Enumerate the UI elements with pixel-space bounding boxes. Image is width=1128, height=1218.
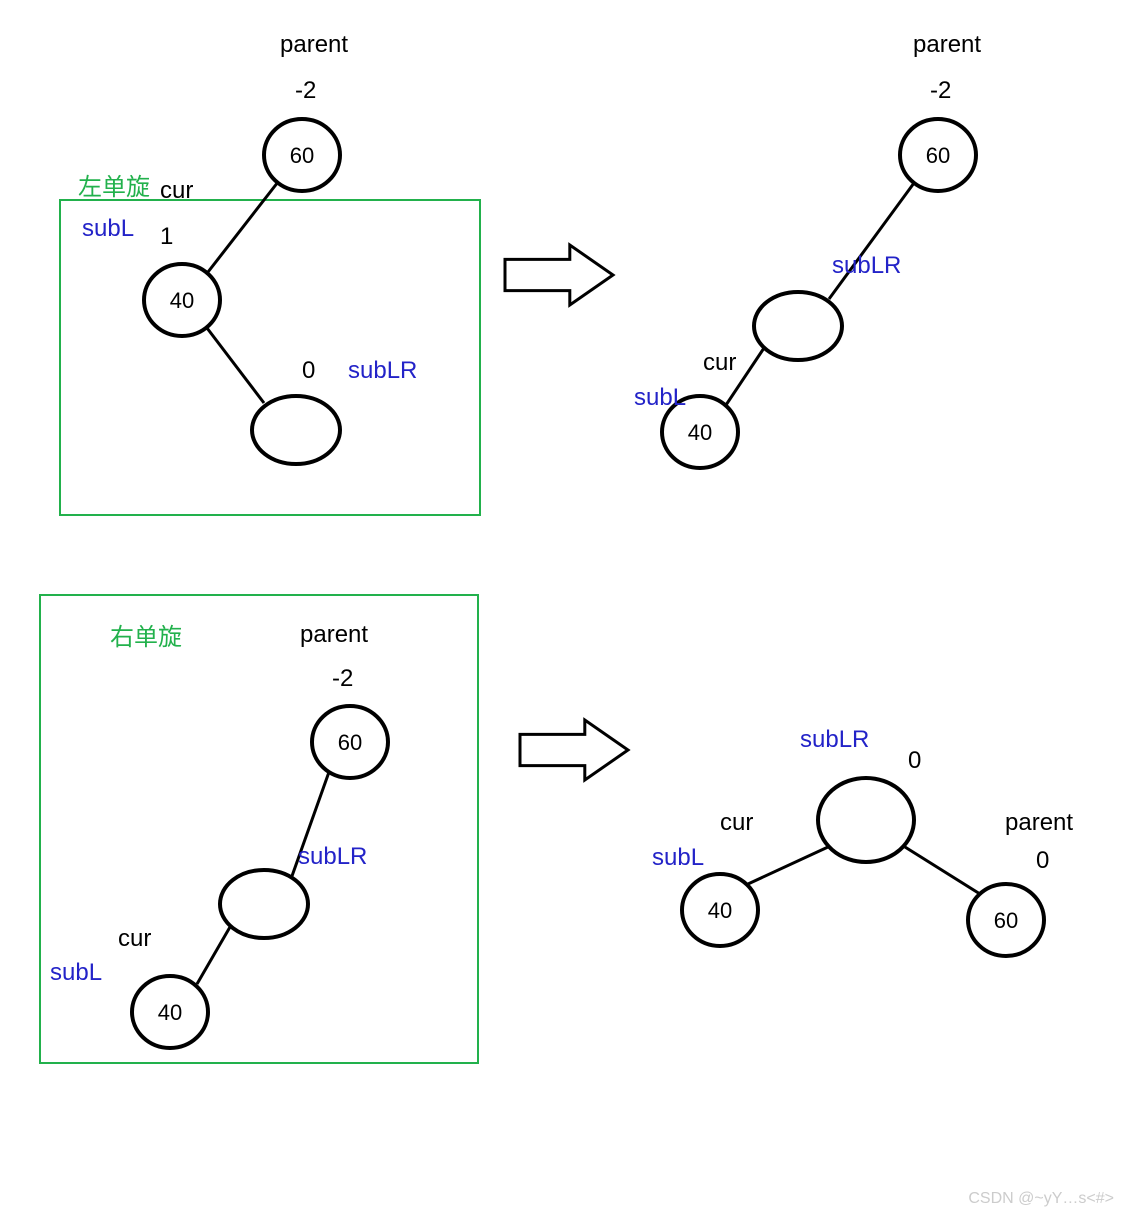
node-label: -2 <box>295 77 316 104</box>
node-label: subLR <box>832 252 901 279</box>
node-value: 60 <box>338 730 362 755</box>
node-label: 1 <box>160 223 173 250</box>
node-label: parent <box>913 31 981 58</box>
node-label: subL <box>652 844 704 871</box>
tree-edge <box>208 182 278 272</box>
rotation-title: 左单旋 <box>78 174 150 201</box>
node-value: 40 <box>158 1000 182 1025</box>
tree-edge <box>829 183 914 299</box>
node-value: 60 <box>926 143 950 168</box>
node-label: parent <box>280 31 348 58</box>
node-label: parent <box>300 621 368 648</box>
node-label: subL <box>82 215 134 242</box>
node-value: 60 <box>290 143 314 168</box>
highlight-box <box>40 595 478 1063</box>
node-value: 40 <box>170 288 194 313</box>
node-label: 0 <box>1036 847 1049 874</box>
node-label: subLR <box>348 357 417 384</box>
rotation-title: 右单旋 <box>110 624 182 651</box>
node-label: cur <box>703 349 736 376</box>
node-value: 40 <box>688 420 712 445</box>
node-label: cur <box>720 809 753 836</box>
node-label: 0 <box>302 357 315 384</box>
node-label: subL <box>634 384 686 411</box>
tree-edge <box>207 328 264 403</box>
transform-arrow-icon <box>520 720 628 780</box>
tree-edge <box>197 927 230 984</box>
node-label: cur <box>160 177 193 204</box>
tree-edge <box>905 847 980 894</box>
node-label: subLR <box>800 726 869 753</box>
node-label: subLR <box>298 843 367 870</box>
tree-node <box>252 396 340 464</box>
node-value: 60 <box>994 908 1018 933</box>
node-label: subL <box>50 959 102 986</box>
tree-node <box>754 292 842 360</box>
node-label: parent <box>1005 809 1073 836</box>
node-label: 0 <box>908 747 921 774</box>
transform-arrow-icon <box>505 245 613 305</box>
node-label: -2 <box>332 665 353 692</box>
node-value: 40 <box>708 898 732 923</box>
watermark: CSDN @~yY…s<#> <box>968 1190 1114 1208</box>
tree-node <box>818 778 914 862</box>
tree-node <box>220 870 308 938</box>
node-label: -2 <box>930 77 951 104</box>
tree-edge <box>748 847 828 884</box>
node-label: cur <box>118 925 151 952</box>
